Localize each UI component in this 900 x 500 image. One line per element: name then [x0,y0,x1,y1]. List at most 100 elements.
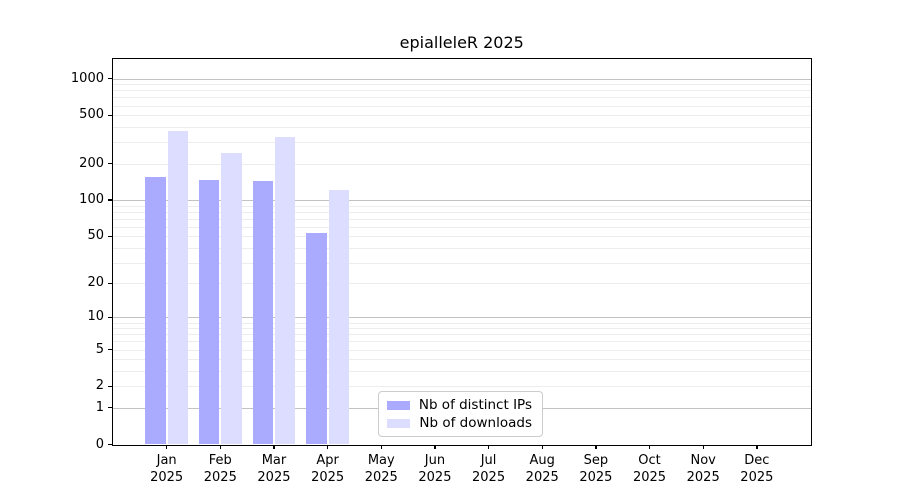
y-tick-50 [108,235,113,237]
x-label-month: Mar [261,452,287,468]
x-label-jul: Jul 2025 [459,452,519,487]
gridline-minor-7 [113,334,811,336]
y-tick-label-0: 0 [95,436,104,452]
x-label-month: Nov [690,452,716,468]
x-label-month: Sep [583,452,609,468]
x-label-year: 2025 [364,470,398,485]
gridline-minor-40 [113,247,811,249]
legend: Nb of distinct IPs Nb of downloads [378,391,543,437]
y-tick-label-1000: 1000 [70,70,104,86]
x-tick-may [380,444,382,449]
gridline-minor-90 [113,205,811,207]
y-tick-label-100: 100 [79,192,104,207]
x-label-year: 2025 [686,470,720,485]
x-tick-dec [756,444,758,449]
x-label-month: Jan [156,452,177,468]
x-label-dec: Dec 2025 [727,452,787,487]
chart-title: epialleleR 2025 [399,33,524,52]
y-tick-label-1: 1 [95,399,104,415]
legend-item-downloads: Nb of downloads [387,414,532,432]
y-tick-label-50: 50 [87,228,104,244]
gridline-minor-3 [113,371,811,373]
x-label-month: Jun [424,452,446,468]
y-tick-1000 [108,77,113,80]
bar-distinct-ips-mar [252,181,273,445]
gridline-minor-70 [113,218,811,220]
y-tick-100 [108,199,113,201]
x-tick-jan [166,444,168,449]
x-label-jan: Jan 2025 [137,452,197,487]
x-tick-sep [595,444,597,449]
x-label-month: Feb [208,452,232,468]
bar-distinct-ips-apr [306,233,327,445]
x-label-nov: Nov 2025 [673,452,733,487]
x-label-month: Oct [638,452,661,468]
x-label-year: 2025 [472,470,506,485]
legend-swatch-downloads [387,418,411,428]
x-tick-mar [273,444,275,449]
y-tick-0 [108,443,113,446]
gridline-minor-80 [113,211,811,213]
x-label-year: 2025 [740,470,774,485]
bar-downloads-mar [274,136,296,445]
x-label-sep: Sep 2025 [566,452,626,487]
x-label-year: 2025 [525,470,559,485]
y-tick-10 [108,316,113,319]
gridline-minor-300 [113,142,811,144]
x-label-month: Aug [529,452,555,468]
gridline-minor-900 [113,84,811,86]
x-label-jun: Jun 2025 [405,452,465,487]
x-tick-aug [541,444,543,449]
bar-distinct-ips-feb [198,180,220,445]
y-tick-label-10: 10 [87,309,104,325]
gridline-minor-60 [113,226,811,228]
x-label-month: Apr [316,452,339,468]
gridline-minor-20 [113,283,811,285]
gridline-minor-6 [113,341,811,343]
gridline-minor-30 [113,262,811,264]
y-tick-2 [108,385,113,387]
x-tick-apr [327,444,329,449]
x-label-mar: Mar 2025 [244,452,304,487]
x-label-month: Jul [480,452,497,468]
x-label-oct: Oct 2025 [620,452,680,487]
y-tick-200 [108,162,113,165]
x-tick-feb [219,444,221,449]
x-label-year: 2025 [632,470,667,485]
gridline-minor-4 [113,359,811,361]
x-label-year: 2025 [257,470,291,485]
bar-downloads-apr [328,190,350,445]
gridline-minor-8 [113,328,811,330]
y-tick-1 [108,407,113,409]
y-tick-label-2: 2 [95,378,104,394]
gridline-minor-600 [113,105,811,107]
y-tick-label-20: 20 [87,275,104,291]
x-label-year: 2025 [579,470,613,485]
gridline-major-10 [113,317,811,319]
x-label-apr: Apr 2025 [298,452,358,487]
x-tick-nov [702,444,704,449]
bar-downloads-feb [221,153,242,445]
gridline-major-100 [113,200,811,201]
legend-label-distinct-ips: Nb of distinct IPs [418,397,532,413]
y-tick-label-5: 5 [95,341,104,357]
gridline-minor-50 [113,236,811,238]
x-label-feb: Feb 2025 [190,452,250,487]
y-tick-500 [108,114,113,116]
x-label-year: 2025 [311,470,345,485]
x-label-aug: Aug 2025 [512,452,572,487]
bar-distinct-ips-jan [145,176,166,445]
y-tick-label-200: 200 [79,155,104,171]
x-tick-oct [648,444,651,449]
x-label-may: May 2025 [351,452,411,487]
y-tick-20 [108,282,113,284]
x-label-month: May [367,452,395,468]
x-label-year: 2025 [150,470,184,485]
gridline-major-1000 [113,78,811,80]
gridline-minor-9 [113,322,811,324]
legend-swatch-distinct-ips [387,400,410,410]
bar-downloads-jan [167,131,189,445]
gridline-minor-400 [113,126,811,128]
gridline-minor-200 [113,163,811,165]
